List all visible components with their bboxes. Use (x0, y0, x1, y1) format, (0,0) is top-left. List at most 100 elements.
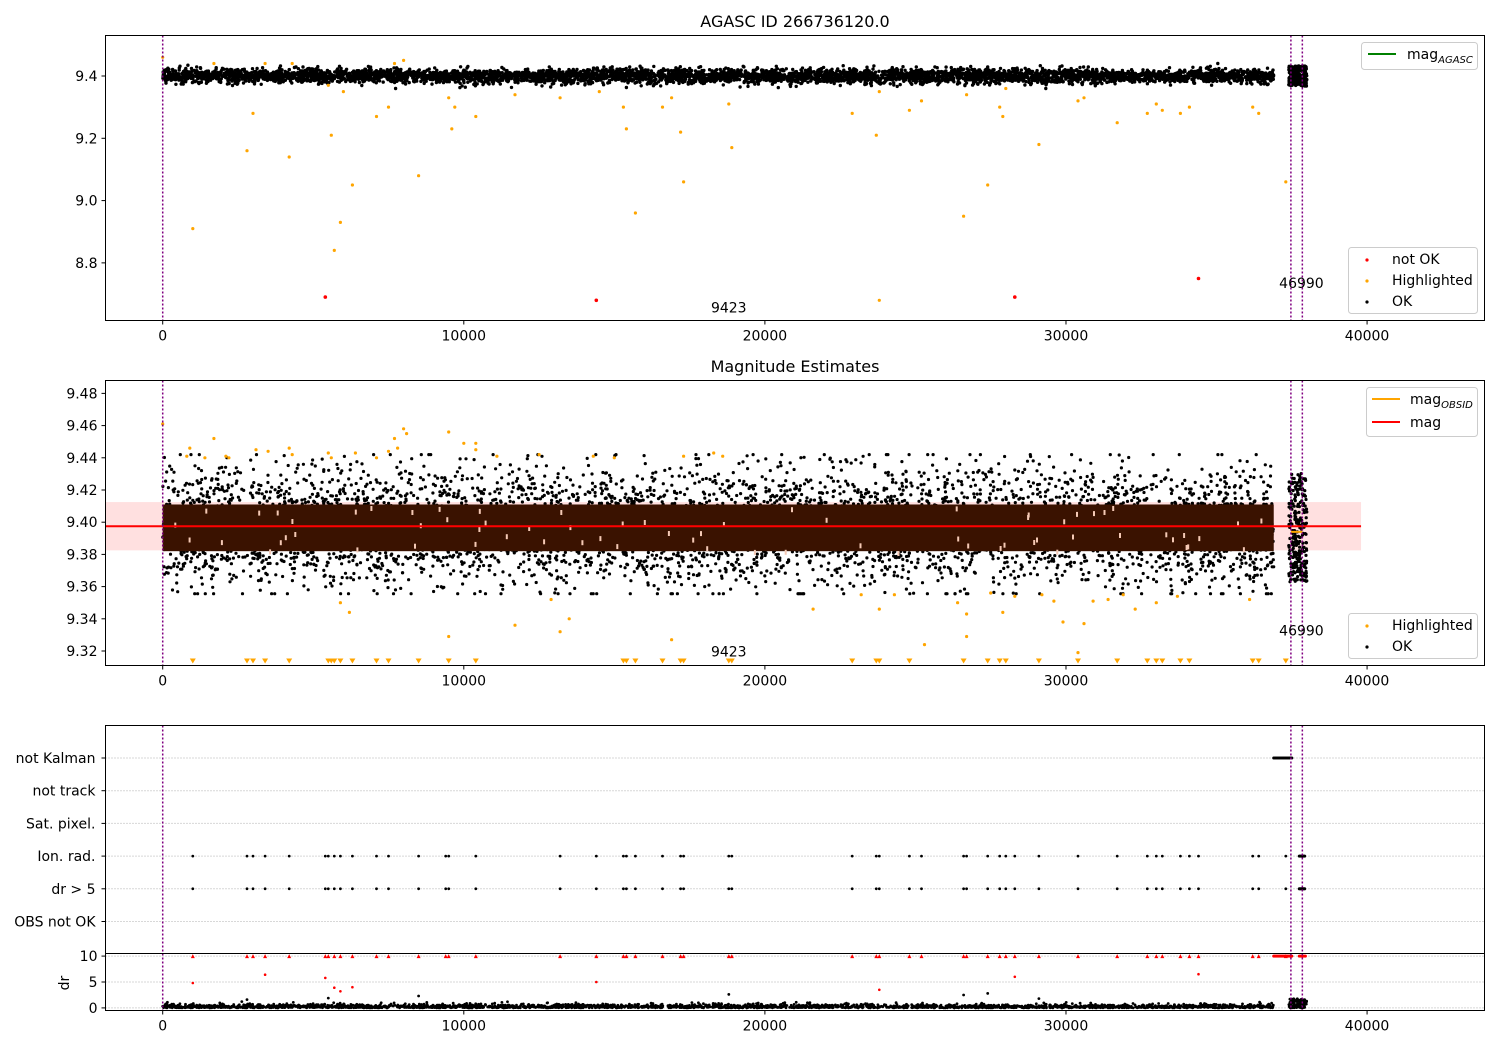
agasc-ok-point (1269, 79, 1273, 83)
agasc-ok-point (184, 72, 188, 76)
agasc-ok-point (880, 73, 884, 77)
agasc-ok-point (760, 68, 764, 72)
agasc-ok-point (583, 82, 587, 86)
agasc-ok-point (1262, 82, 1267, 86)
agasc-ok-point (718, 67, 722, 72)
agasc-ok-point (1200, 71, 1204, 76)
agasc-ok-point (944, 69, 948, 73)
agasc-ok-point (721, 83, 725, 87)
agasc-ok-point (247, 73, 251, 77)
agasc-ok-point (1050, 77, 1054, 82)
agasc-ok-point (985, 67, 989, 71)
agasc-ok-point (550, 70, 554, 74)
agasc-ok-point (184, 76, 189, 80)
agasc-ok-point (1095, 81, 1099, 86)
agasc-ok-point (397, 76, 401, 80)
agasc-ok-point (1067, 71, 1071, 75)
agasc-ok-point (1227, 77, 1231, 81)
agasc-ok-point (721, 71, 725, 76)
agasc-ok-point (992, 74, 996, 79)
agasc-ok-point (914, 65, 918, 69)
agasc-ok-point (683, 77, 688, 82)
agasc-ok-point (949, 65, 953, 70)
agasc-ok-point (259, 82, 263, 87)
agasc-ok-point (476, 75, 480, 80)
agasc-ok-point (1012, 68, 1016, 72)
agasc-ok-point (329, 77, 333, 82)
agasc-ok-point (620, 79, 624, 83)
agasc-ok-point (583, 73, 587, 78)
agasc-ok-point (882, 80, 887, 84)
agasc-ok-point (1215, 68, 1220, 73)
agasc-ok-point (388, 68, 392, 73)
agasc-ok-point (468, 71, 472, 75)
agasc-ok-point (791, 67, 795, 72)
agasc-ok-point (948, 72, 952, 77)
agasc-ok-point (624, 66, 628, 71)
agasc-ok-point (1178, 68, 1182, 72)
agasc-ok-point (639, 84, 643, 88)
agasc-ok-point (541, 68, 545, 73)
agasc-ok-point (909, 81, 913, 85)
agasc-ok-point (944, 65, 948, 69)
agasc-ok-point (367, 68, 371, 73)
agasc-ok-point (958, 75, 963, 80)
agasc-ok-point (506, 79, 510, 84)
agasc-ok-point (838, 83, 842, 88)
agasc-ok-point (730, 72, 735, 76)
agasc-ok-point (1164, 78, 1168, 83)
agasc-ok-point (607, 80, 612, 85)
agasc-ok-point (361, 79, 365, 84)
agasc-ok-point (876, 74, 880, 78)
agasc-ok-point (368, 72, 372, 77)
agasc-ok-point (530, 78, 534, 83)
agasc-ok-point (839, 70, 843, 75)
agasc-ok-point (1078, 65, 1082, 70)
agasc-ok-point (301, 65, 305, 69)
agasc-ok-point (198, 66, 203, 70)
agasc-ok-point (437, 71, 441, 76)
agasc-ok-point (575, 67, 579, 72)
agasc-ok-point (526, 67, 530, 71)
agasc-ok-point (186, 63, 190, 67)
agasc-ok-point (357, 69, 361, 74)
agasc-ok-point (794, 84, 798, 89)
agasc-ok-point (1207, 79, 1211, 84)
agasc-ok-point (907, 78, 911, 82)
agasc-ok-point (281, 75, 285, 80)
agasc-ok-point (702, 77, 706, 81)
agasc-ok-point (1026, 69, 1030, 74)
agasc-ok-point (381, 80, 385, 84)
agasc-ok-point (1023, 66, 1027, 71)
agasc-ok-point (498, 71, 502, 75)
agasc-ok-point (982, 82, 987, 86)
agasc-ok-point (1256, 79, 1260, 84)
agasc-ok-point (822, 77, 826, 81)
agasc-ok-point (1158, 70, 1163, 74)
agasc-ok-point (697, 70, 701, 74)
agasc-ok-point (615, 72, 619, 76)
agasc-ok-point (652, 64, 656, 69)
agasc-ok-point (1013, 72, 1018, 76)
agasc-ok-point (255, 76, 260, 80)
agasc-ok-point (192, 79, 196, 84)
agasc-ok-point (1058, 65, 1062, 69)
agasc-ok-point (436, 76, 440, 80)
agasc-ok-point (439, 75, 443, 79)
agasc-ok-point (441, 80, 446, 85)
agasc-ok-point (733, 71, 738, 75)
agasc-ok-point (393, 77, 398, 81)
agasc-ok-point (1029, 71, 1033, 76)
agasc-ok-point (217, 79, 221, 84)
agasc-ok-point (963, 83, 967, 87)
agasc-ok-point (886, 69, 890, 74)
agasc-panel-title: AGASC ID 266736120.0 (700, 12, 889, 31)
agasc-ok-point (1167, 66, 1172, 70)
agasc-ok-point (1183, 69, 1187, 74)
agasc-ok-point (563, 83, 567, 87)
agasc-ok-point (317, 81, 322, 85)
agasc-ok-point (366, 77, 370, 81)
agasc-ok-point (167, 74, 171, 78)
agasc-ok-point (339, 66, 343, 71)
agasc-ok-point (773, 77, 777, 82)
